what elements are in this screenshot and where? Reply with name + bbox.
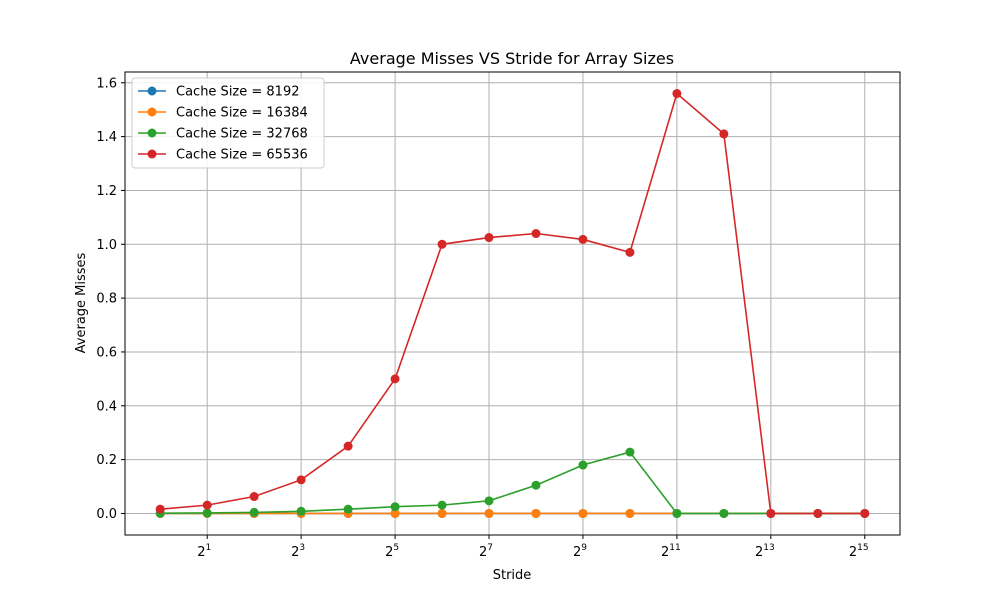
data-point	[672, 508, 682, 518]
y-tick-label: 1.0	[96, 238, 117, 253]
plot-frame	[124, 71, 901, 536]
legend-box	[131, 77, 325, 169]
data-point	[813, 508, 823, 518]
legend-marker	[147, 128, 157, 138]
data-point	[719, 129, 729, 139]
x-tick-exponent: 7	[487, 543, 493, 553]
y-tick-label: 0.6	[96, 345, 117, 360]
x-tick-exponent: 11	[669, 543, 680, 553]
legend-label: Cache Size = 8192	[176, 85, 300, 100]
data-point	[437, 500, 447, 510]
series-layer	[155, 89, 870, 518]
data-point	[625, 508, 635, 518]
legend-item: Cache Size = 65536	[138, 148, 308, 163]
y-tick-label: 0.8	[96, 292, 117, 307]
data-point	[766, 508, 776, 518]
data-point	[296, 475, 306, 485]
series-line	[160, 92, 865, 515]
data-point	[578, 508, 588, 518]
data-point	[343, 504, 353, 514]
grid	[125, 72, 900, 535]
series-4	[155, 89, 870, 518]
x-tick-base: 2	[385, 545, 393, 560]
data-point	[249, 507, 259, 517]
x-tick-base: 2	[291, 545, 299, 560]
x-tick-base: 2	[479, 545, 487, 560]
legend-marker	[147, 107, 157, 117]
legend-marker	[147, 86, 157, 96]
data-point	[484, 508, 494, 518]
y-tick-label: 0.4	[96, 399, 117, 414]
x-tick-label: 213	[755, 543, 775, 560]
data-point	[155, 504, 165, 514]
x-tick-base: 2	[197, 545, 205, 560]
x-tick-base: 2	[755, 545, 763, 560]
legend: Cache Size = 8192 Cache Size = 16384 Cache…	[131, 77, 325, 169]
x-axis-label: Stride	[493, 568, 532, 583]
data-point	[390, 374, 400, 384]
legend-item: Cache Size = 32768	[138, 127, 308, 142]
data-point	[719, 508, 729, 518]
legend-label: Cache Size = 16384	[176, 106, 308, 121]
legend-item: Cache Size = 8192	[138, 85, 300, 100]
data-point	[202, 500, 212, 510]
y-tick-label: 0.0	[96, 507, 117, 522]
data-point	[531, 508, 541, 518]
x-tick-label: 27	[479, 543, 493, 560]
x-tick-label: 211	[661, 543, 681, 560]
legend-label: Cache Size = 32768	[176, 127, 308, 142]
data-point	[672, 89, 682, 99]
data-point	[343, 441, 353, 451]
x-tick-base: 2	[849, 545, 857, 560]
x-tick-exponent: 15	[857, 543, 868, 553]
y-tick-label: 0.2	[96, 453, 117, 468]
chart-title: Average Misses VS Stride for Array Sizes	[350, 49, 674, 68]
x-tick-exponent: 1	[205, 543, 211, 553]
x-tick-exponent: 9	[581, 543, 587, 553]
x-tick-exponent: 13	[763, 543, 774, 553]
y-axis-ticks: 0.0 0.2 0.4 0.6 0.8 1.0 1.2 1.4 1.6	[96, 76, 125, 522]
x-tick-label: 215	[849, 543, 869, 560]
x-axis-ticks: 21 23 25 27 29 211 213 215	[197, 535, 869, 560]
x-tick-base: 2	[573, 545, 581, 560]
x-tick-label: 23	[291, 543, 305, 560]
data-point	[625, 247, 635, 257]
series-line	[160, 451, 865, 515]
legend-marker	[147, 149, 157, 159]
x-tick-label: 25	[385, 543, 399, 560]
x-tick-label: 29	[573, 543, 587, 560]
data-point	[484, 233, 494, 243]
legend-item: Cache Size = 16384	[138, 106, 308, 121]
x-tick-label: 21	[197, 543, 211, 560]
x-tick-base: 2	[661, 545, 669, 560]
data-point	[625, 447, 635, 457]
y-axis-label: Average Misses	[74, 252, 89, 353]
data-point	[484, 496, 494, 506]
data-point	[437, 508, 447, 518]
data-point	[578, 460, 588, 470]
data-point	[531, 229, 541, 239]
data-point	[249, 492, 259, 502]
data-point	[531, 480, 541, 490]
data-point	[860, 508, 870, 518]
legend-label: Cache Size = 65536	[176, 148, 308, 163]
data-point	[437, 239, 447, 249]
data-point	[390, 502, 400, 512]
data-point	[390, 508, 400, 518]
series-3	[155, 447, 870, 518]
y-tick-label: 1.4	[96, 130, 117, 145]
data-point	[296, 506, 306, 516]
x-tick-exponent: 5	[393, 543, 399, 553]
data-point	[202, 508, 212, 518]
data-point	[578, 234, 588, 244]
y-tick-label: 1.6	[96, 76, 117, 91]
y-tick-label: 1.2	[96, 184, 117, 199]
x-tick-exponent: 3	[299, 543, 305, 553]
